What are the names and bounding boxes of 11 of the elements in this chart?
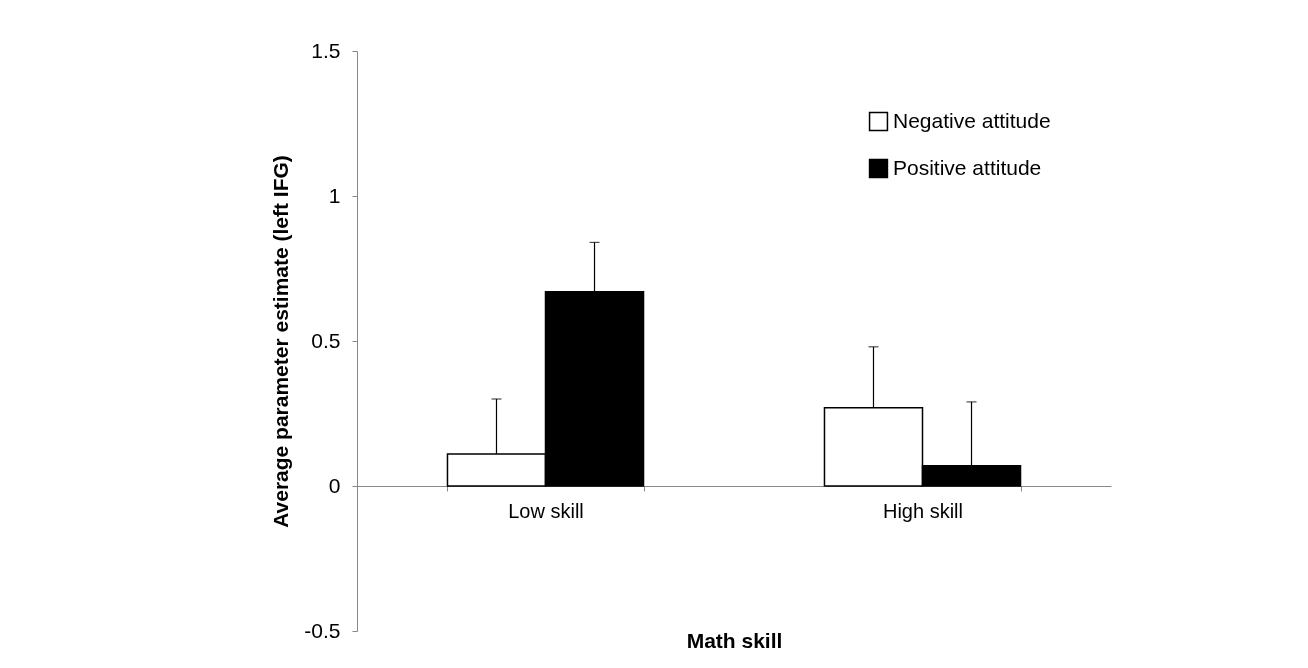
y-axis-title: Average parameter estimate (left IFG) bbox=[269, 155, 293, 528]
y-tick-label: -0.5 bbox=[304, 618, 341, 642]
y-tick-label: 0.5 bbox=[311, 328, 341, 352]
legend-label: Negative attitude bbox=[893, 108, 1051, 132]
x-tick-label: Low skill bbox=[508, 499, 584, 522]
y-tick-label: 0 bbox=[328, 473, 341, 497]
x-axis-title: Math skill bbox=[686, 628, 783, 652]
legend-label: Positive attitude bbox=[893, 155, 1042, 179]
y-tick-label: 1 bbox=[328, 183, 341, 207]
y-tick-label: 1.5 bbox=[311, 38, 341, 62]
x-tick-label: High skill bbox=[882, 499, 964, 522]
